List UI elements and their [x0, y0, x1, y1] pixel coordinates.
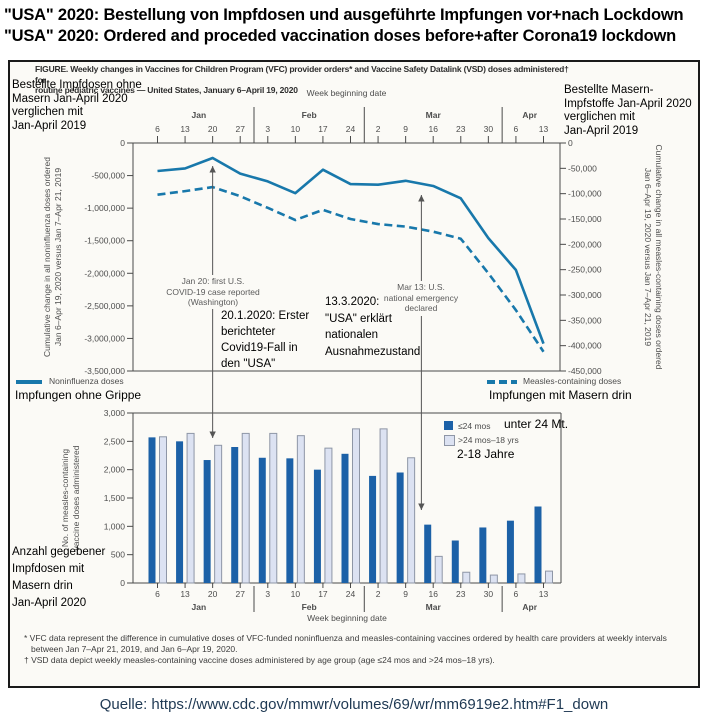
bar-legend-under24: ≤24 mos: [458, 421, 491, 431]
annotation-ordered-measles-de: Bestellte Masern- Impfstoffe Jan-April 2…: [564, 84, 692, 137]
x-axis-title-bottom: Week beginning date: [307, 613, 387, 623]
legend-measles-de: Impfungen mit Masern drin: [489, 388, 632, 402]
bar-legend-over24-de: 2-18 Jahre: [457, 447, 515, 461]
annotation-ordered-noninfluenza-de: Bestellte Impfdosen ohne Masern Jan-Apri…: [12, 79, 142, 132]
event-annotation-mar13: Mar 13: U.S. national emergency declared: [383, 282, 459, 313]
light-square-swatch-icon: [444, 435, 455, 446]
source-url: Quelle: https://www.cdc.gov/mmwr/volumes…: [99, 696, 609, 713]
event-annotation-jan20-de: 20.1.2020: Erster berichteter Covid19-Fa…: [221, 310, 310, 370]
event-annotation-jan20: Jan 20: first U.S. COVID-19 case reporte…: [166, 276, 260, 307]
bar-legend-under24-de: unter 24 Mt.: [504, 417, 569, 431]
title-line-english: "USA" 2020: Ordered and proceded vaccina…: [4, 27, 677, 45]
dashed-line-swatch-icon: [487, 380, 517, 384]
figure-caption: FIGURE. Weekly changes in Vaccines for C…: [35, 64, 569, 95]
dark-square-swatch-icon: [444, 421, 453, 430]
bar-legend-over24: >24 mos–18 yrs: [458, 435, 519, 445]
x-axis-title-top: Week beginning date: [306, 88, 387, 98]
solid-line-swatch-icon: [16, 380, 42, 384]
legend-measles: Measles-containing doses: [523, 376, 622, 386]
footnote-vsd: † VSD data depict weekly measles-contain…: [24, 655, 495, 665]
annotation-doses-administered-de: Anzahl gegebener Impfdosen mit Masern dr…: [12, 546, 106, 609]
footnotes: * VFC data represent the difference in c…: [24, 633, 684, 667]
title-line-german: "USA" 2020: Bestellung von Impfdosen und…: [4, 6, 684, 24]
y-axis-label-left: Cumulative change in all noninfluenza do…: [42, 157, 63, 357]
figure-frame: [8, 60, 700, 688]
y-axis-label-right: Cumulative change in all measles-contain…: [643, 144, 664, 370]
footnote-vfc: * VFC data represent the difference in c…: [24, 633, 667, 654]
page-title: "USA" 2020: Bestellung von Impfdosen und…: [4, 5, 684, 47]
event-annotation-mar13-de: 13.3.2020: "USA" erklärt nationalen Ausn…: [325, 296, 421, 358]
legend-noninfluenza-de: Impfungen ohne Grippe: [15, 388, 142, 402]
legend-noninfluenza: Noninfluenza doses: [49, 376, 124, 386]
